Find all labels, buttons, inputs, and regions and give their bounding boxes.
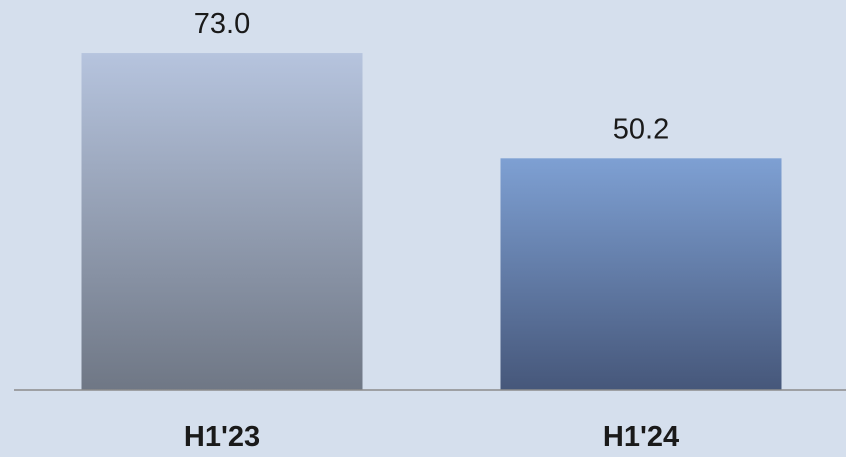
data-label-1: 73.0 [194,8,250,40]
labels-layer: 73.0 H1'23 50.2 H1'24 [184,8,679,453]
bar-1 [81,53,363,390]
data-label-2: 50.2 [613,113,669,145]
bars-layer [81,53,782,390]
x-tick-label-1: H1'23 [184,421,260,453]
bar-2 [500,158,782,390]
x-tick-label-2: H1'24 [603,421,679,453]
